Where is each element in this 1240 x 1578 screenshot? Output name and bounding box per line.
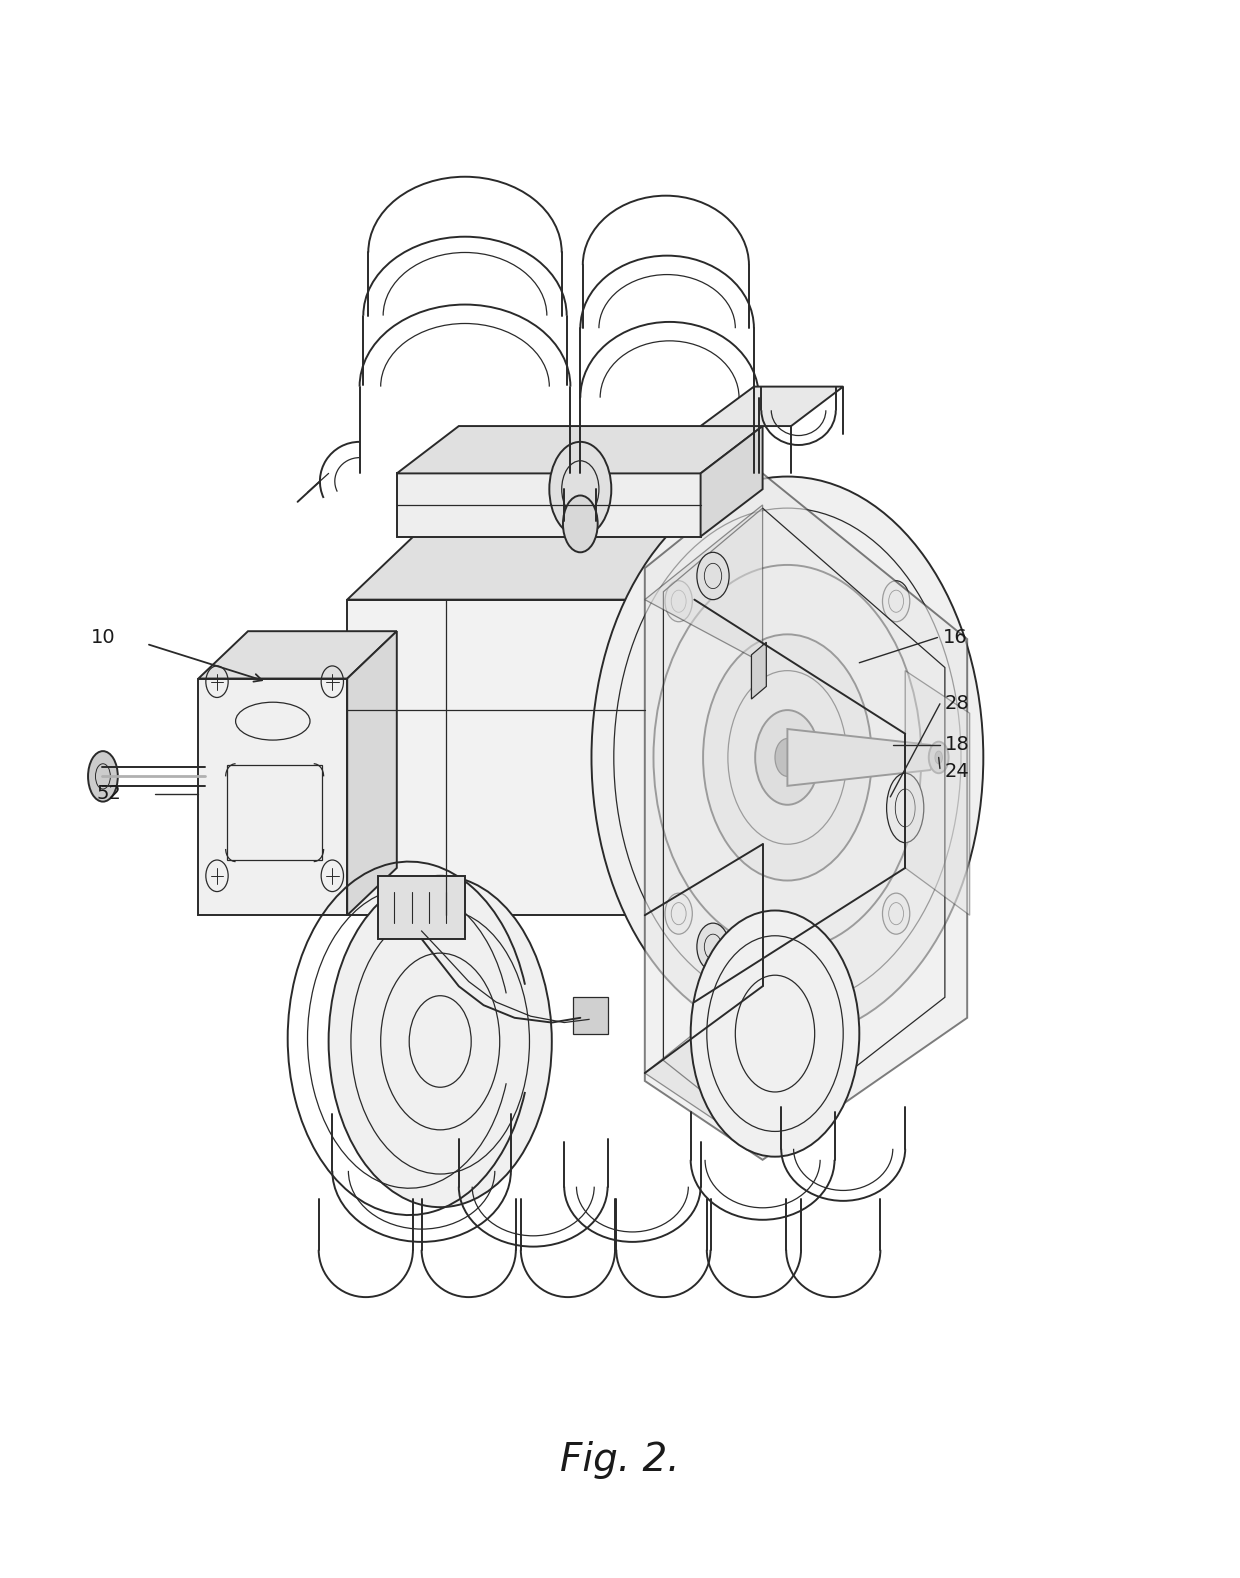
Polygon shape	[787, 729, 942, 786]
Ellipse shape	[329, 876, 552, 1207]
Polygon shape	[347, 600, 645, 915]
Text: 18: 18	[945, 735, 970, 754]
Text: Fig. 2.: Fig. 2.	[560, 1441, 680, 1479]
Ellipse shape	[755, 710, 820, 805]
Polygon shape	[645, 505, 744, 915]
Polygon shape	[645, 978, 763, 1152]
Ellipse shape	[665, 893, 692, 934]
Polygon shape	[397, 473, 701, 537]
Ellipse shape	[697, 923, 729, 970]
Ellipse shape	[697, 552, 729, 600]
Text: 10: 10	[91, 628, 115, 647]
Ellipse shape	[691, 911, 859, 1157]
Text: 28: 28	[945, 694, 970, 713]
Ellipse shape	[665, 581, 692, 622]
Polygon shape	[573, 997, 608, 1034]
Polygon shape	[645, 473, 967, 1160]
Polygon shape	[701, 426, 763, 537]
Polygon shape	[378, 876, 465, 939]
Polygon shape	[198, 679, 347, 915]
Ellipse shape	[883, 893, 910, 934]
Polygon shape	[347, 631, 397, 915]
Ellipse shape	[549, 442, 611, 537]
Polygon shape	[701, 387, 843, 426]
Polygon shape	[347, 505, 744, 600]
Polygon shape	[645, 505, 763, 663]
Polygon shape	[397, 426, 763, 473]
Text: 24: 24	[945, 762, 970, 781]
Polygon shape	[751, 642, 766, 699]
Ellipse shape	[88, 751, 118, 802]
Ellipse shape	[563, 495, 598, 552]
Ellipse shape	[775, 739, 800, 776]
Polygon shape	[905, 671, 970, 915]
Text: 52: 52	[97, 784, 122, 803]
Ellipse shape	[703, 634, 872, 881]
Polygon shape	[198, 631, 397, 679]
Ellipse shape	[591, 477, 983, 1038]
Text: 16: 16	[942, 628, 967, 647]
Ellipse shape	[887, 773, 924, 843]
Ellipse shape	[935, 751, 942, 764]
Ellipse shape	[929, 742, 949, 773]
Ellipse shape	[883, 581, 910, 622]
